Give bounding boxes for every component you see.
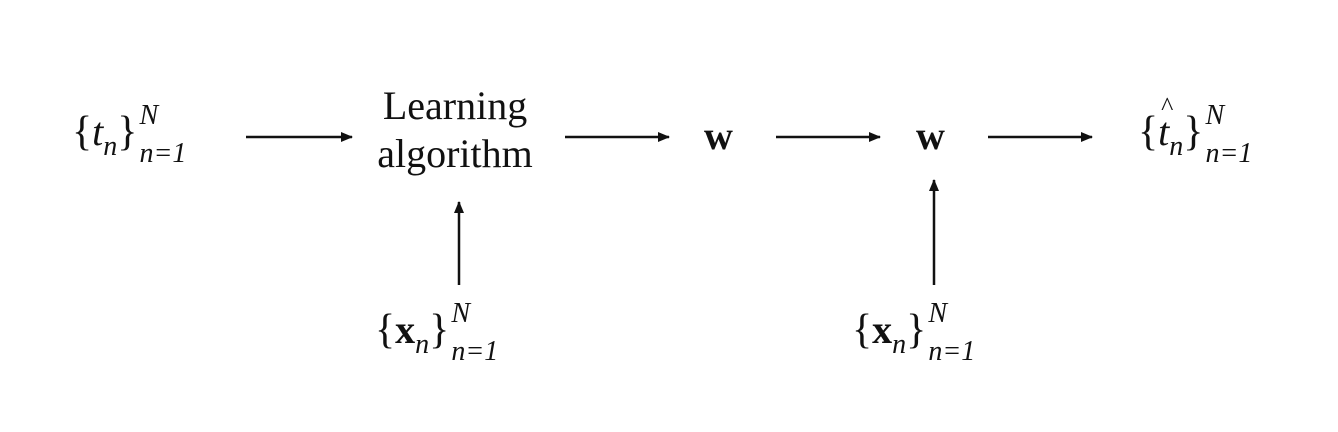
node-w-learned: w	[704, 116, 733, 156]
inputs-test-symbol: x	[872, 307, 893, 353]
predictions-upper-limit: N	[1205, 100, 1225, 131]
learning-line-2: algorithm	[377, 131, 533, 176]
predictions-index: n	[1169, 131, 1184, 163]
targets-symbol: t	[92, 109, 104, 155]
inputs-test-index: n	[892, 329, 907, 361]
targets-upper-limit: N	[139, 100, 159, 131]
inputs-train-upper-limit: N	[451, 298, 471, 329]
predictions-symbol: t	[1158, 94, 1173, 152]
w-learned-symbol: w	[704, 113, 733, 158]
w-applied-symbol: w	[916, 113, 945, 158]
learning-line-1: Learning	[382, 83, 528, 128]
inputs-test-upper-limit: N	[928, 298, 948, 329]
predictions-lower-limit: n=1	[1205, 138, 1253, 169]
inputs-test-lower-limit: n=1	[928, 336, 976, 367]
node-w-applied: w	[916, 116, 945, 156]
inputs-train-index: n	[415, 329, 430, 361]
inputs-train-lower-limit: n=1	[451, 336, 499, 367]
node-predictions: {tn}Nn=1	[1138, 94, 1252, 167]
targets-lower-limit: n=1	[139, 138, 187, 169]
inputs-train-symbol: x	[395, 307, 416, 353]
node-learning-algorithm: Learning algorithm	[348, 82, 562, 178]
targets-index: n	[103, 131, 118, 163]
